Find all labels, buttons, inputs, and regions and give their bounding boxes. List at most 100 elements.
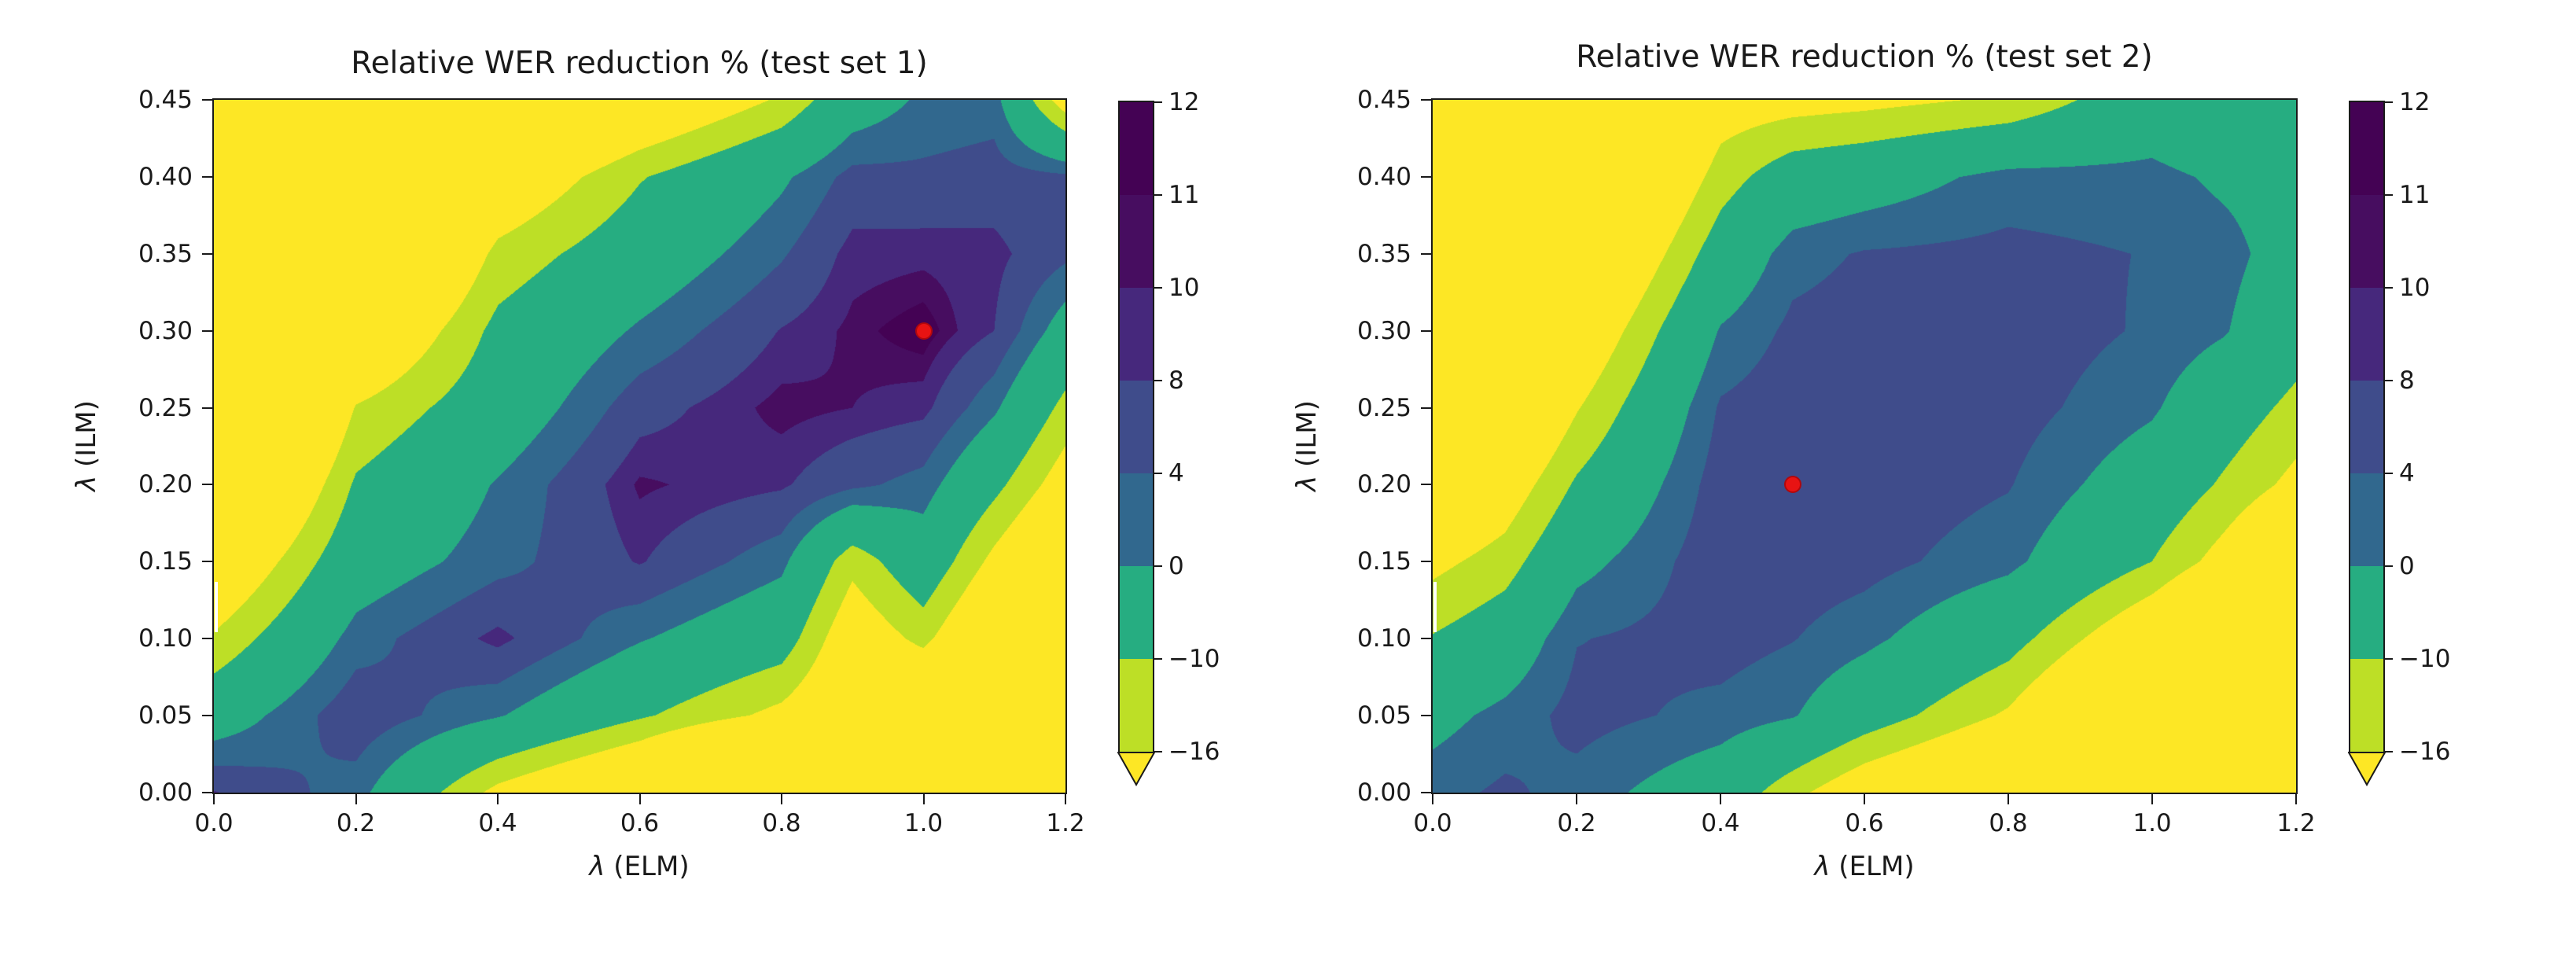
colorbar-band <box>1120 659 1153 752</box>
plot1-optimum-marker <box>914 322 933 340</box>
colorbar-tick-label: −10 <box>1168 645 1220 673</box>
colorbar-band <box>2350 473 2383 566</box>
colorbar-band <box>2350 659 2383 752</box>
colorbar-tick-mark <box>2385 101 2393 103</box>
colorbar-band <box>2350 381 2383 473</box>
y-tick-label: 0.25 <box>1356 393 1411 422</box>
y-tick-label: 0.15 <box>1356 547 1411 576</box>
x-tick-mark <box>638 794 641 804</box>
x-tick-label: 0.2 <box>336 809 376 837</box>
y-tick-label: 0.35 <box>138 239 193 268</box>
y-tick-mark <box>202 715 212 717</box>
contour-plot-2 <box>1433 100 2296 793</box>
colorbar-tick-label: −16 <box>2399 738 2451 766</box>
y-tick-mark <box>202 329 212 332</box>
x-tick-label: 0.6 <box>620 809 660 837</box>
x-tick-mark <box>922 794 925 804</box>
plot2-xlabel: λ (ELM) <box>1628 851 2100 882</box>
x-tick-mark <box>497 794 499 804</box>
y-tick-mark <box>202 99 212 101</box>
colorbar-band <box>2350 288 2383 381</box>
y-tick-mark <box>1421 715 1431 717</box>
y-tick-label: 0.20 <box>1356 470 1411 499</box>
colorbar-band <box>1120 381 1153 473</box>
colorbar-tick-mark <box>2385 658 2393 660</box>
plot2-optimum-marker <box>1783 476 1801 494</box>
colorbar-tick-mark <box>1154 751 1162 752</box>
y-tick-mark <box>202 407 212 409</box>
x-tick-mark <box>213 794 215 804</box>
colorbar-extend-min-arrow <box>1117 752 1155 786</box>
colorbar-tick-label: 12 <box>1168 88 1200 116</box>
y-tick-mark <box>202 175 212 178</box>
x-tick-mark <box>355 794 357 804</box>
x-tick-mark <box>2007 794 2009 804</box>
y-tick-mark <box>1421 329 1431 332</box>
colorbar-band <box>1120 473 1153 566</box>
colorbar-band <box>2350 102 2383 195</box>
y-tick-mark <box>202 638 212 640</box>
plot1-ylabel-rest: (ILM) <box>71 400 102 476</box>
colorbar-band <box>2350 195 2383 288</box>
colorbar-extend-min-arrow <box>2348 752 2386 786</box>
y-tick-label: 0.30 <box>138 316 193 345</box>
y-tick-label: 0.30 <box>1356 316 1411 345</box>
y-tick-label: 0.35 <box>1356 239 1411 268</box>
y-tick-label: 0.05 <box>138 701 193 730</box>
x-tick-mark <box>781 794 782 804</box>
colorbar-tick-mark <box>1154 473 1162 474</box>
plot2-title: Relative WER reduction % (test set 2) <box>1576 39 2153 75</box>
colorbar-tick-mark <box>1154 194 1162 196</box>
colorbar-scale <box>2349 101 2385 753</box>
y-tick-mark <box>202 252 212 255</box>
colorbar-tick-mark <box>2385 380 2393 381</box>
y-tick-label: 0.20 <box>138 470 193 499</box>
colorbar-scale <box>1118 101 1154 753</box>
y-tick-mark <box>202 484 212 486</box>
colorbar-tick-mark <box>1154 287 1162 289</box>
y-tick-label: 0.00 <box>1356 778 1411 807</box>
colorbar-tick-label: 10 <box>2399 274 2431 302</box>
colorbar-tick-label: 11 <box>1168 181 1200 209</box>
colorbar-tick-mark <box>1154 658 1162 660</box>
colorbar-tick-label: 4 <box>1168 459 1184 488</box>
x-tick-mark <box>1576 794 1577 804</box>
x-tick-mark <box>2295 794 2297 804</box>
x-tick-mark <box>1065 794 1066 804</box>
plot2-contour-gap <box>1433 582 1437 632</box>
x-tick-mark <box>2151 794 2153 804</box>
y-tick-label: 0.45 <box>138 86 193 114</box>
x-tick-mark <box>1432 794 1433 804</box>
y-tick-mark <box>1421 484 1431 486</box>
y-tick-label: 0.05 <box>1356 701 1411 730</box>
y-tick-mark <box>1421 175 1431 178</box>
y-tick-label: 0.40 <box>138 162 193 191</box>
x-tick-label: 0.0 <box>1413 809 1452 837</box>
x-tick-label: 1.0 <box>903 809 944 837</box>
x-tick-label: 1.0 <box>2133 809 2172 837</box>
colorbar-tick-mark <box>1154 565 1162 567</box>
colorbar-band <box>1120 195 1153 288</box>
colorbar-tick-label: −16 <box>1168 738 1220 766</box>
lambda-symbol: λ <box>1814 851 1831 882</box>
colorbar-tick-mark <box>2385 194 2393 196</box>
colorbar-band <box>1120 566 1153 659</box>
y-tick-mark <box>202 561 212 563</box>
y-tick-label: 0.25 <box>138 393 193 422</box>
colorbar-tick-label: 8 <box>2399 366 2415 395</box>
colorbar-tick-mark <box>1154 380 1162 381</box>
plot1-title: Relative WER reduction % (test set 1) <box>351 46 928 81</box>
y-tick-mark <box>1421 407 1431 409</box>
y-tick-mark <box>1421 99 1431 101</box>
colorbar-tick-label: −10 <box>2399 645 2451 673</box>
colorbar-tick-label: 0 <box>2399 552 2415 580</box>
colorbar-tick-label: 0 <box>1168 552 1184 580</box>
colorbar-band <box>1120 288 1153 381</box>
y-tick-label: 0.00 <box>138 778 193 807</box>
colorbar-tick-label: 4 <box>2399 459 2415 488</box>
x-tick-label: 0.2 <box>1557 809 1596 837</box>
colorbar-band <box>1120 102 1153 195</box>
colorbar-tick-mark <box>2385 565 2393 567</box>
x-tick-mark <box>1864 794 1865 804</box>
